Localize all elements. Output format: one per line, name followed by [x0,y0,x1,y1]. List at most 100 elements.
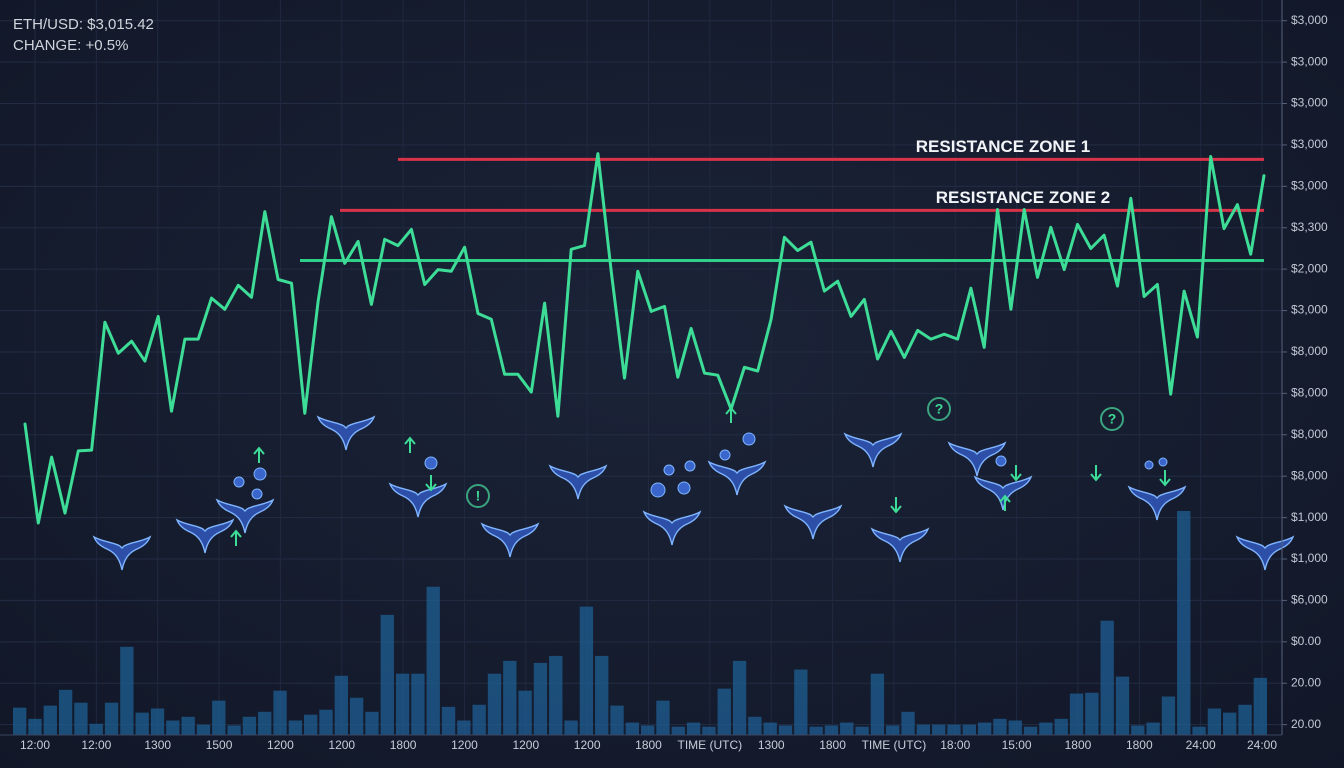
volume-bar [1161,696,1176,735]
bubble [663,464,675,476]
volume-bar [1115,676,1130,735]
bubble [995,455,1007,467]
volume-bar [166,720,180,735]
x-tick-label: 1200 [328,738,355,752]
volume-bar [977,722,992,735]
arrow-down [1159,470,1171,487]
bubble [251,488,263,500]
volume-bar [1100,620,1114,735]
y-tick-label: $3,000 [1291,137,1328,151]
volume-bar [993,718,1007,735]
bubble [677,481,691,495]
volume-bar [181,716,195,735]
x-tick-label: 24:00 [1247,738,1277,752]
volume-bar [579,606,594,735]
volume-bar [273,690,287,735]
volume-bar [671,726,685,735]
volume-bar [916,724,931,735]
volume-bar [487,673,502,735]
y-tick-label: $3,000 [1291,54,1328,68]
volume-bar [610,705,624,735]
x-tick-label: 24:00 [1186,738,1216,752]
reference-label: RESISTANCE ZONE 2 [936,188,1110,207]
bubble [233,476,245,488]
volume-bar [656,700,670,735]
volume-bar [120,646,134,735]
alert-circle [1100,407,1124,431]
volume-bar [104,702,119,735]
volume-bar [778,725,793,735]
y-tick-label: 20.00 [1291,675,1321,689]
bubble [424,456,438,470]
bubble [719,449,731,461]
volume-bar [1054,718,1068,735]
arrow-down [425,475,437,492]
x-tick-label: 1300 [144,738,171,752]
volume-bar [1192,726,1206,735]
x-tick-label: 12:00 [20,738,50,752]
volume-bar [58,689,73,735]
volume-bar [426,586,440,735]
volume-bar [1177,510,1191,735]
volume-bar [886,725,900,735]
volume-bars [13,510,1267,735]
volume-bar [533,662,548,735]
volume-bar [870,673,885,735]
volume-bar [794,669,808,735]
volume-bar [503,660,517,735]
arrow-up [999,494,1011,511]
arrow-up [725,406,737,423]
arrow-down [890,497,902,514]
alert-circle [466,484,490,508]
y-tick-label: $1,000 [1291,551,1328,565]
volume-bar [947,724,961,735]
volume-bar [840,722,854,735]
volume-bar [457,720,471,735]
volume-bar [411,673,425,735]
y-tick-label: $3,000 [1291,303,1328,317]
y-tick-label: $6,000 [1291,593,1328,607]
volume-bar [288,720,303,735]
grid [0,0,1282,735]
bubble [1158,457,1168,467]
volume-bar [686,722,701,735]
x-tick-label: TIME (UTC) [678,738,743,752]
volume-bar [901,711,915,735]
x-tick-label: 1800 [635,738,662,752]
volume-bar [395,673,410,735]
volume-bar [763,722,777,735]
y-tick-label: $3,000 [1291,179,1328,193]
volume-bar [564,720,578,735]
volume-bar [855,726,869,735]
volume-bar [13,707,27,735]
volume-bar [641,725,655,735]
volume-bar [702,726,716,735]
volume-bar [150,708,165,735]
y-tick-label: $8,000 [1291,386,1328,400]
alert-symbol: ? [1108,411,1117,427]
volume-bar [441,706,456,735]
volume-bar [196,724,211,735]
y-tick-label: 20.00 [1291,717,1321,731]
x-tick-label: TIME (UTC) [862,738,927,752]
y-tick-label: $0.00 [1291,634,1321,648]
volume-bar [1238,704,1252,735]
volume-bar [809,726,823,735]
x-tick-label: 18:00 [940,738,970,752]
arrows [230,406,1171,546]
volume-bar [1008,720,1022,735]
x-tick-label: 1200 [574,738,601,752]
arrow-up [253,446,265,463]
y-tick-label: $8,000 [1291,468,1328,482]
alert-icons: ! ? ? [466,397,1124,508]
volume-bar [748,716,762,735]
volume-bar [28,718,42,735]
volume-bar [74,702,88,735]
volume-bar [472,704,486,735]
volume-bar [319,709,333,735]
volume-bar [135,712,149,735]
volume-bar [1023,726,1038,735]
volume-bar [549,655,563,735]
volume-bar [595,655,609,735]
